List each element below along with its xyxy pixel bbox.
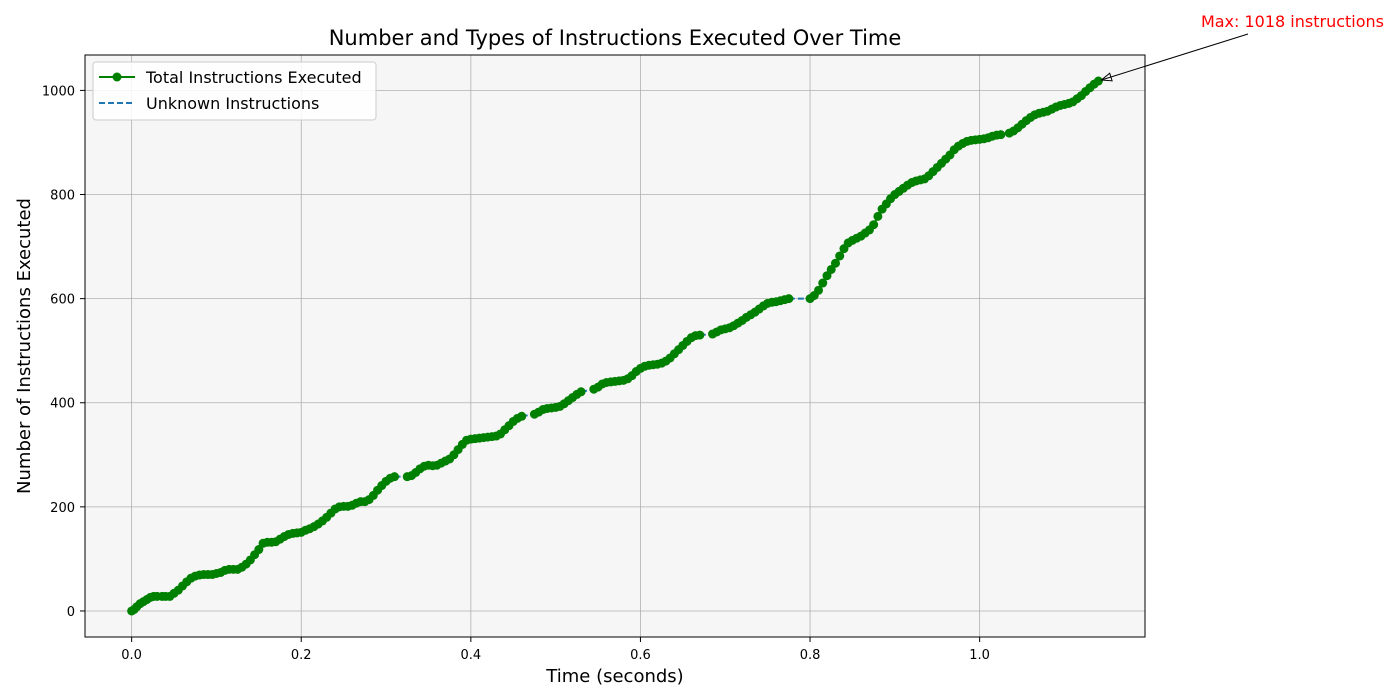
x-tick-label: 0.2 bbox=[291, 648, 312, 663]
max-annotation: Max: 1018 instructions bbox=[1100, 12, 1384, 82]
axis-ticks: 0.0 0.2 0.4 0.6 0.8 1.0 0 200 400 600 800 1000 bbox=[42, 84, 990, 663]
data-point-total-instructions bbox=[818, 278, 828, 288]
data-point-total-instructions bbox=[830, 258, 840, 268]
x-tick-label: 0.4 bbox=[460, 648, 481, 663]
data-point-total-instructions bbox=[517, 411, 527, 421]
grid bbox=[85, 55, 1145, 637]
x-axis-title: Time (seconds) bbox=[545, 666, 683, 687]
y-tick-label: 200 bbox=[50, 501, 75, 516]
legend-marker-total-instructions bbox=[112, 72, 122, 82]
y-tick-label: 0 bbox=[67, 605, 75, 620]
y-axis-title: Number of Instructions Executed bbox=[14, 198, 35, 494]
y-tick-label: 800 bbox=[50, 189, 75, 204]
data-point-total-instructions bbox=[869, 220, 879, 230]
y-tick-label: 600 bbox=[50, 293, 75, 308]
x-tick-label: 0.0 bbox=[121, 648, 142, 663]
data-point-total-instructions bbox=[873, 211, 883, 221]
y-tick-label: 1000 bbox=[42, 84, 75, 99]
annotation-label: Max: 1018 instructions bbox=[1201, 12, 1384, 31]
data-point-total-instructions bbox=[835, 251, 845, 261]
legend-label-unknown-instructions: Unknown Instructions bbox=[146, 94, 319, 113]
data-point-total-instructions bbox=[996, 130, 1006, 140]
data-point-total-instructions bbox=[1093, 76, 1103, 86]
x-tick-label: 0.8 bbox=[800, 648, 821, 663]
chart-title: Number and Types of Instructions Execute… bbox=[329, 26, 902, 50]
data-point-total-instructions bbox=[390, 472, 400, 482]
data-point-total-instructions bbox=[814, 285, 824, 295]
annotation-arrow bbox=[1101, 33, 1249, 81]
legend-label-total-instructions: Total Instructions Executed bbox=[145, 68, 362, 87]
y-tick-label: 400 bbox=[50, 397, 75, 412]
legend: Total Instructions Executed Unknown Inst… bbox=[92, 61, 377, 121]
annotation-arrowhead bbox=[1100, 72, 1113, 82]
series-layer bbox=[127, 76, 1103, 616]
x-tick-label: 1.0 bbox=[969, 648, 990, 663]
plot-frame bbox=[84, 54, 1146, 638]
legend-box bbox=[92, 61, 377, 121]
x-tick-label: 0.6 bbox=[630, 648, 651, 663]
data-point-total-instructions bbox=[784, 294, 794, 304]
data-point-total-instructions bbox=[576, 387, 586, 397]
data-point-total-instructions bbox=[695, 330, 705, 340]
